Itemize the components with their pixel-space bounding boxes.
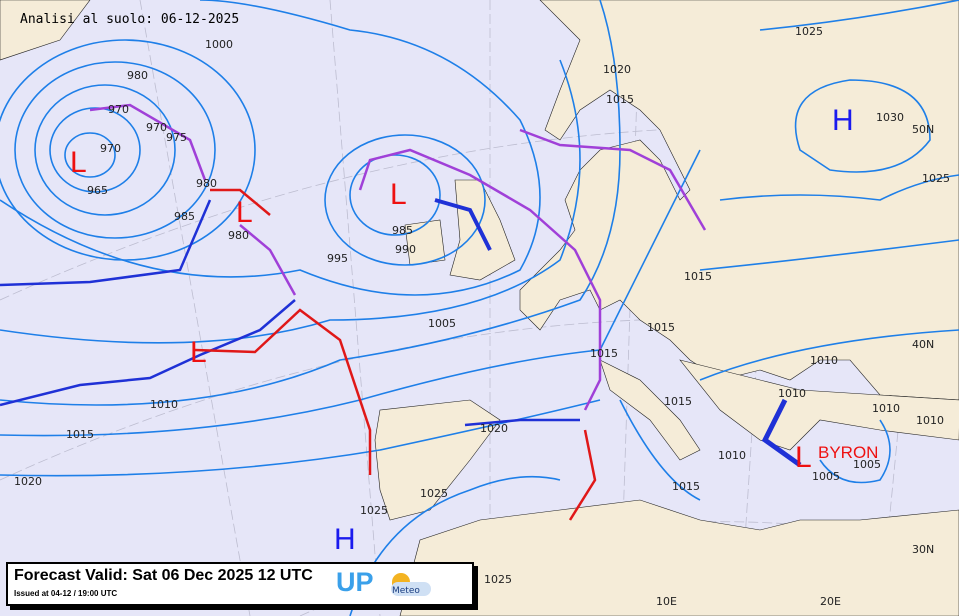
cold-front <box>434 198 492 251</box>
occluded-front <box>239 224 297 296</box>
isobar-label: 1020 <box>603 63 631 76</box>
high-pressure-center: H <box>334 523 356 556</box>
high-pressure-center: H <box>832 104 854 137</box>
forecast-legend-box: Forecast Valid: Sat 06 Dec 2025 12 UTC I… <box>6 562 474 606</box>
isobar-label: 985 <box>174 210 195 223</box>
analysis-title: Analisi al suolo: 06-12-2025 <box>20 12 240 27</box>
isobar-label: 1015 <box>66 428 94 441</box>
isobar-label: 1015 <box>647 321 675 334</box>
cold-front <box>0 199 212 287</box>
land-italy <box>599 359 701 461</box>
isobar-label: 980 <box>196 177 217 190</box>
isobar-label: 1015 <box>606 93 634 106</box>
low-pressure-center: L <box>236 196 253 229</box>
grid-labels: 50N 40N 30N 10E 20E <box>656 123 934 608</box>
land-balkans-turkey <box>679 359 959 451</box>
isobar-label: 970 <box>146 121 167 134</box>
isobar-label: 980 <box>228 229 249 242</box>
low-pressure-center: L <box>390 178 407 211</box>
grid-label: 40N <box>912 338 934 351</box>
isobar-label: 1020 <box>14 475 42 488</box>
isobar-label: 1005 <box>853 458 881 471</box>
isobar-label: 1010 <box>872 402 900 415</box>
land-iceland-greenland <box>0 0 91 61</box>
isobar-label: 1010 <box>778 387 806 400</box>
isobar-label: 1025 <box>795 25 823 38</box>
occluded-front <box>89 103 207 181</box>
upmeteo-logo-text: Meteo <box>392 586 420 596</box>
occluded-front <box>358 148 602 411</box>
isobar-label: 970 <box>100 142 121 155</box>
pressure-centers: L L L L L H H <box>70 104 854 556</box>
isobar-label: 1015 <box>684 270 712 283</box>
isobar-label: 1005 <box>428 317 456 330</box>
warm-front <box>568 429 597 521</box>
isobar-label: 965 <box>87 184 108 197</box>
isobar-label: 1005 <box>812 470 840 483</box>
fronts <box>0 103 802 521</box>
isobar-label: 1025 <box>484 573 512 586</box>
isobar-label: 1015 <box>590 347 618 360</box>
isobar-label: 1010 <box>718 449 746 462</box>
isobar-label: 1025 <box>420 487 448 500</box>
land-iberia <box>374 399 501 521</box>
isobar-label: 995 <box>327 252 348 265</box>
land-north-africa <box>399 499 959 616</box>
low-pressure-center: L <box>70 146 87 179</box>
grid-label: 50N <box>912 123 934 136</box>
land-scandinavia-russia <box>519 0 959 401</box>
forecast-valid-text: Forecast Valid: Sat 06 Dec 2025 12 UTC <box>14 567 313 584</box>
grid-label: 20E <box>820 595 841 608</box>
warm-front <box>210 188 271 216</box>
cloud-icon <box>391 582 431 596</box>
isobar-label: 1010 <box>810 354 838 367</box>
grid-label: 10E <box>656 595 677 608</box>
storm-name-label: BYRON <box>818 443 878 462</box>
warm-front <box>194 308 372 475</box>
isobar-label: 1025 <box>360 504 388 517</box>
isobar-label: 1020 <box>480 422 508 435</box>
isobar-label: 1010 <box>916 414 944 427</box>
isobar-label: 1000 <box>205 38 233 51</box>
isobar-label: 1015 <box>664 395 692 408</box>
cold-front <box>0 299 296 407</box>
isobar-label: 975 <box>166 131 187 144</box>
cold-front <box>464 418 580 427</box>
issued-text: Issued at 04-12 / 19:00 UTC <box>14 589 118 598</box>
isobar-label: 1015 <box>672 480 700 493</box>
isobar-label: 985 <box>392 224 413 237</box>
isobar-label: 1010 <box>150 398 178 411</box>
isobar-label: 990 <box>395 243 416 256</box>
isobar-label: 980 <box>127 69 148 82</box>
isobar-label: 1025 <box>922 172 950 185</box>
occluded-front <box>519 128 707 231</box>
isobar-label: 970 <box>108 103 129 116</box>
isobar-labels: 1000980970970975965970980985980995985990… <box>14 25 950 586</box>
upmeteo-logo: UP <box>336 567 374 597</box>
low-pressure-center: L <box>190 336 207 369</box>
cold-front <box>761 398 802 468</box>
isobar-label: 1030 <box>876 111 904 124</box>
grid-label: 30N <box>912 543 934 556</box>
low-pressure-center: L <box>795 441 812 474</box>
